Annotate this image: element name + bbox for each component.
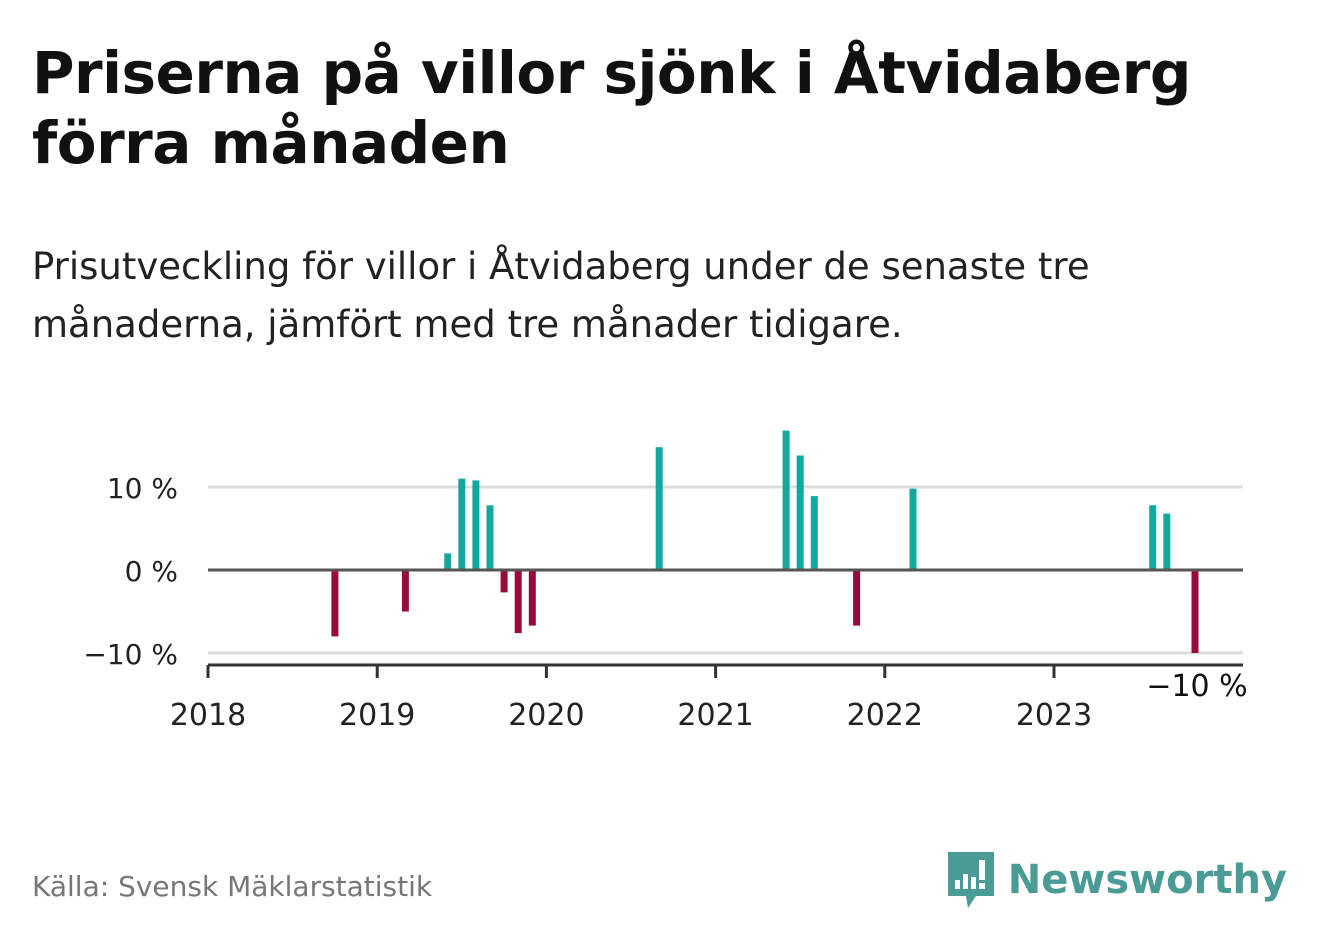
y-tick-label: 0 % (125, 555, 178, 588)
chart-bar (810, 496, 818, 570)
x-tick-label: 2023 (1016, 698, 1092, 733)
x-tick-label: 2018 (170, 698, 246, 733)
chart-bar (514, 570, 522, 634)
chart-bar (1191, 570, 1199, 653)
y-tick-label: −10 % (83, 638, 178, 671)
chart-bar (331, 570, 339, 637)
chart-bar (1149, 505, 1157, 570)
bar-chart: 10 % 0 % −10 % 2018 2019 2020 2021 2022 2023 −10 … (83, 430, 1251, 733)
brand-logo: Newsworthy (946, 850, 1287, 910)
last-value-label: −10 % (1146, 669, 1247, 704)
newsworthy-logo-icon (947, 852, 994, 908)
chart-bar (655, 447, 663, 570)
brand-name: Newsworthy (1007, 857, 1287, 903)
chart-bar (472, 480, 480, 570)
chart-bar (401, 570, 409, 612)
y-tick-label: 10 % (107, 472, 178, 505)
chart-bar (782, 430, 790, 570)
chart-bar (796, 455, 804, 570)
chart-bar (486, 505, 494, 570)
x-tick-label: 2019 (339, 698, 415, 733)
chart-bar (458, 478, 466, 570)
chart-bar (500, 570, 508, 593)
chart-bar (853, 570, 861, 626)
x-tick-label: 2022 (847, 698, 923, 733)
chart-subtitle: Prisutveckling för villor i Åtvidaberg u… (32, 245, 1090, 346)
x-tick-label: 2020 (508, 698, 584, 733)
x-tick-label: 2021 (677, 698, 753, 733)
chart-bar (528, 570, 536, 626)
chart-bar (1163, 513, 1171, 570)
chart-bar (909, 488, 917, 570)
source-note: Källa: Svensk Mäklarstatistik (32, 870, 433, 903)
chart-bar (444, 553, 452, 570)
chart-title: Priserna på villor sjönk i Åtvidaberg fö… (32, 39, 1191, 177)
